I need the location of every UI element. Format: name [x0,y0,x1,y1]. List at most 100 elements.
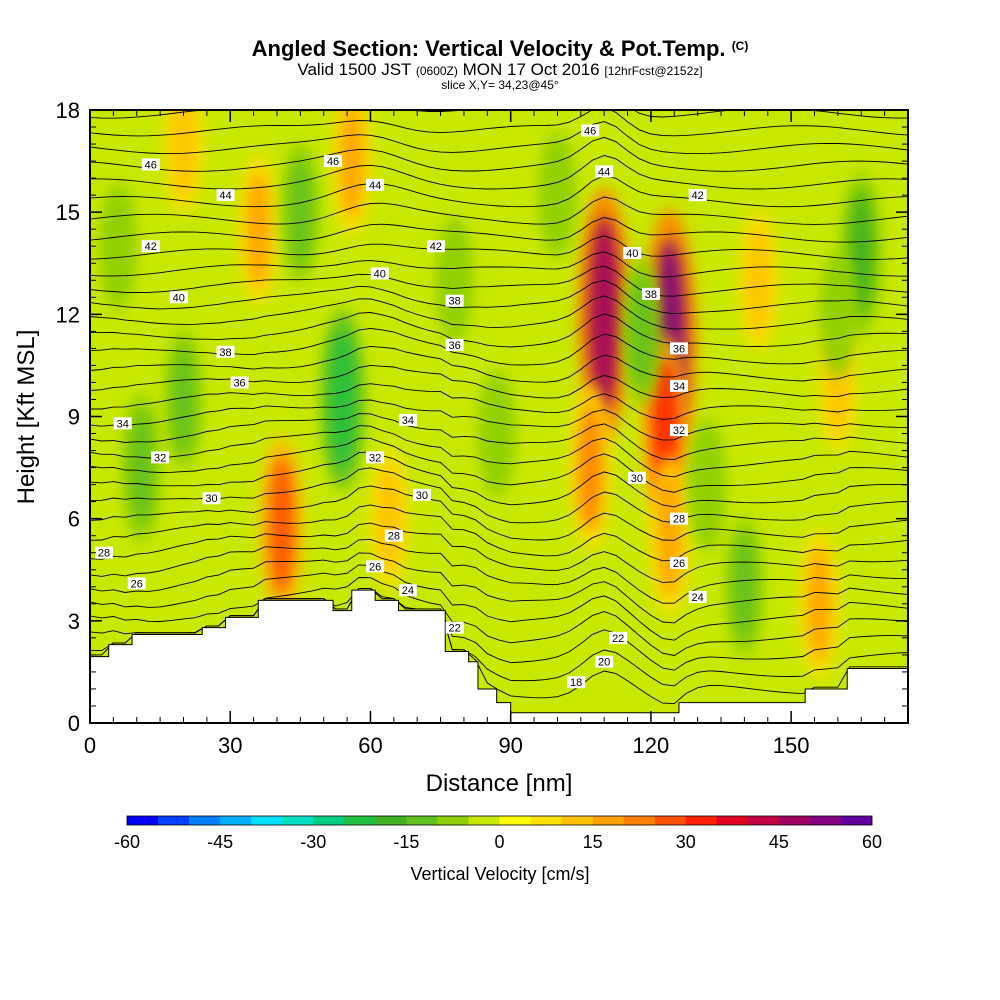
contour-label: 46 [141,158,160,171]
contour-label-text: 30 [416,490,428,502]
velocity-cell [746,225,770,335]
subtitle-date: MON 17 Oct 2016 [462,60,600,79]
isoline [90,437,908,493]
contour-label-bg [398,584,417,597]
isoline [90,121,908,155]
velocity-cell [577,403,603,532]
contour-label: 46 [581,124,600,137]
contour-label: 26 [669,556,688,570]
isoline [90,312,908,348]
contour-label-bg [669,512,688,525]
velocity-cell [329,329,356,470]
contour-label: 36 [669,342,688,355]
velocity-cell [268,455,295,596]
contour-label-text: 26 [369,561,381,573]
contour-label-bg [445,294,464,307]
colorbar-tick-label: 45 [769,832,789,852]
contour-label-bg [202,492,221,505]
colorbar-swatch [840,816,873,825]
contour-label: 32 [669,424,688,437]
contour-label-bg [169,291,188,304]
contour-label: 46 [324,155,343,168]
colorbar-swatch [592,816,624,825]
colorbar: -60 -45 -30 -15 0 15 30 45 60 [114,815,882,852]
contour-label-bg [595,165,614,178]
y-axis-title: Height [Kft MSL] [13,330,40,505]
isoline [90,136,908,172]
contour-label-bg [595,655,614,668]
contour-label: 38 [445,294,464,308]
contour-label-text: 36 [448,340,460,352]
contour-label-bg [151,451,170,464]
contour-label-text: 32 [673,425,685,437]
contour-label: 24 [398,584,417,597]
x-tick-label: 60 [358,733,382,758]
contour-labels: 46 46 46 44 44 44 42 42 42 40 40 40 38 38 38 36 36 36 34 34… [95,124,707,689]
contour-label-bg [113,417,132,430]
velocity-cell [129,409,154,526]
contour-label-text: 22 [448,623,460,635]
velocity-cell [443,230,466,330]
isoline [90,485,908,541]
contour-label-bg [445,621,464,634]
contour-label: 36 [230,376,249,389]
y-tick-label: 12 [56,302,80,327]
isoline [90,110,908,137]
contour-label: 22 [445,621,464,635]
contour-label-text: 46 [145,159,157,171]
colorbar-swatch [623,816,656,825]
contour-label: 32 [366,451,385,464]
colorbar-tick-label: -45 [207,832,233,852]
colorbar-swatch [282,816,314,825]
colorbar-swatch [468,816,500,825]
x-tick-label: 150 [773,733,810,758]
contour-label-text: 18 [570,677,582,689]
colorbar-swatch [344,816,376,825]
contour-label-text: 46 [327,156,339,168]
velocity-cell [288,157,312,267]
colorbar-swatch [561,816,593,825]
contour-label-text: 34 [402,415,414,427]
isoline [90,467,908,524]
contour-label-text: 20 [598,657,610,669]
contour-label: 40 [623,247,642,260]
colorbar-swatch [499,816,531,825]
x-tick-label: 0 [84,733,96,758]
contour-label-bg [581,124,600,137]
colorbar-swatch [747,816,780,825]
contour-label: 40 [169,291,188,304]
isoline [90,175,908,208]
velocity-cell [172,110,195,199]
contour-label-text: 42 [145,241,157,253]
contour-label: 28 [669,512,688,526]
contour-label: 24 [688,590,707,604]
y-tick-label: 15 [56,200,80,225]
contour-label-bg [412,488,431,501]
contour-label-bg [688,189,707,202]
isoline [90,383,908,420]
colorbar-title: Vertical Velocity [cm/s] [410,864,589,884]
colorbar-swatch [251,816,283,825]
contour-label: 18 [567,676,586,689]
colorbar-swatch [778,816,811,825]
colorbar-swatch [189,816,221,825]
colorbar-tick-label: -30 [300,832,326,852]
contour-label-bg [366,560,385,573]
x-tick-label: 30 [218,733,242,758]
velocity-cell [695,432,719,537]
y-tick-label: 6 [68,507,80,532]
y-tick-label: 3 [68,609,80,634]
subtitle-forecast: [12hrFcst@2152z] [604,64,703,78]
colorbar-tick-label: 60 [862,832,882,852]
contour-label: 28 [384,529,403,543]
contour-label-text: 44 [598,166,610,178]
contour-label-bg [216,189,235,202]
contour-label-text: 38 [219,347,231,359]
contour-label-bg [398,413,417,426]
contour-label-bg [127,577,146,590]
contour-label: 28 [95,546,114,560]
contour-label-text: 28 [98,548,110,560]
contour-label-bg [609,631,628,644]
contour-label-text: 26 [673,558,685,570]
isoline [90,235,908,260]
